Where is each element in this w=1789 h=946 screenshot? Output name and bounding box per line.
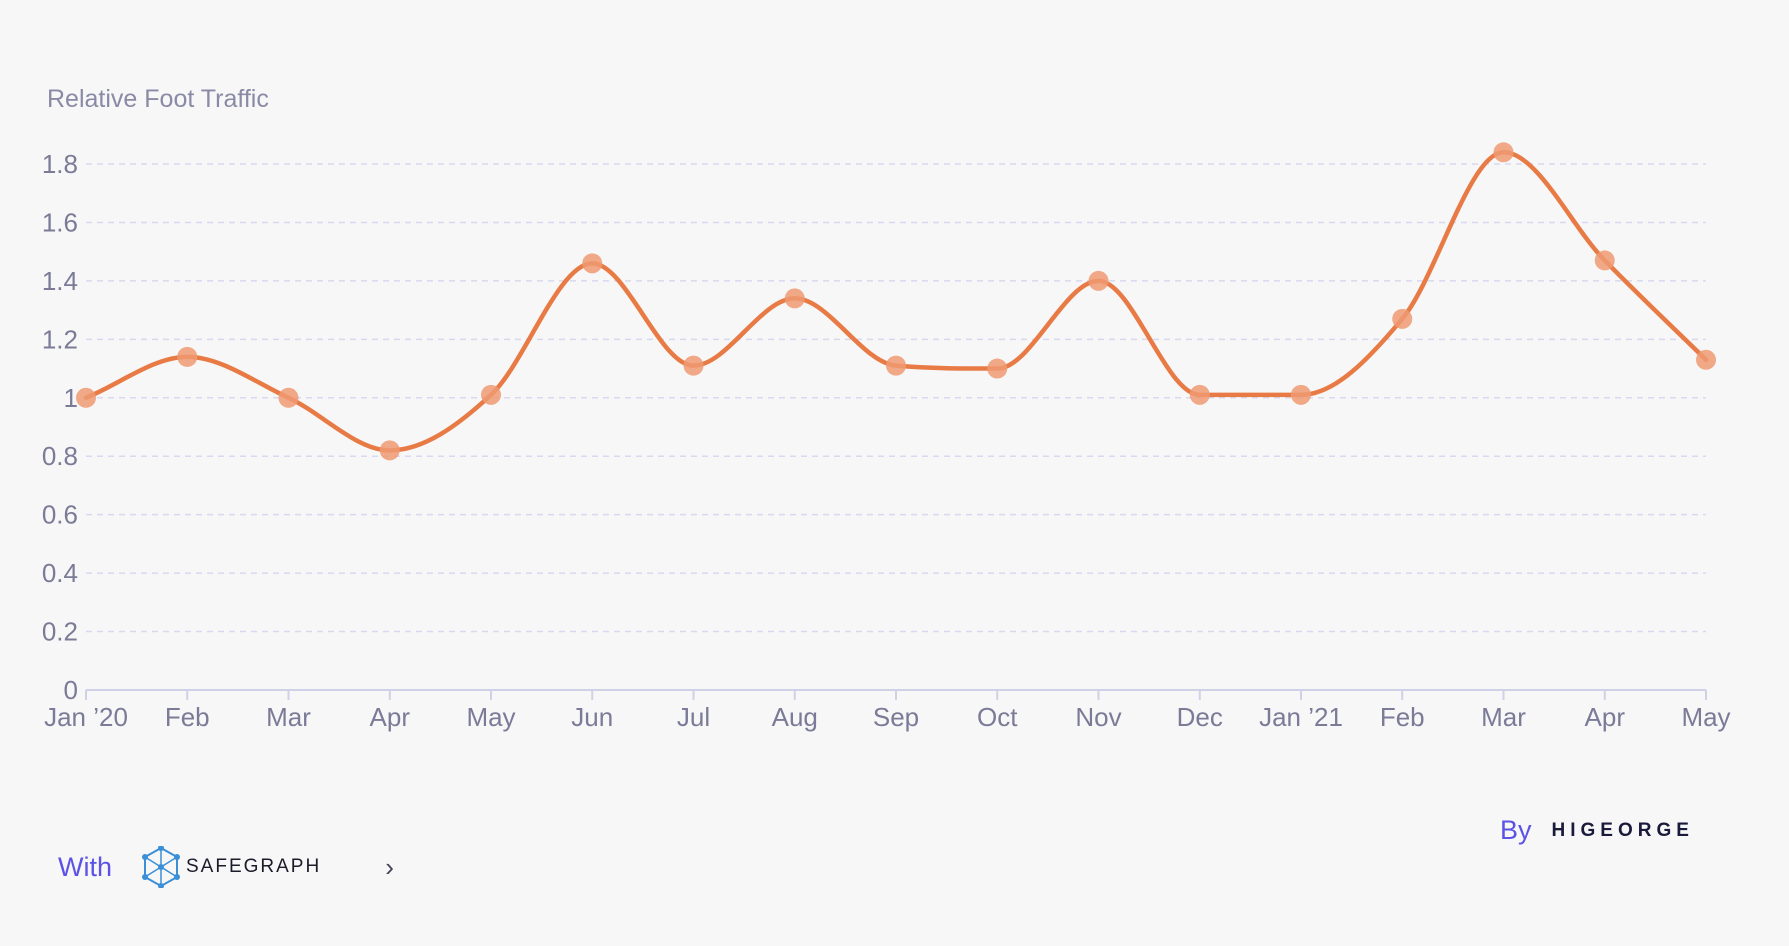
with-label: With [58, 851, 112, 882]
y-tick-label: 1.8 [42, 149, 78, 179]
data-point[interactable] [177, 346, 198, 367]
series-line [83, 150, 1709, 453]
x-tick-label: Mar [1481, 702, 1526, 732]
series-line-layer [83, 150, 1709, 453]
chevron-right-icon[interactable]: › [385, 851, 394, 882]
higeorge-logo[interactable]: HIGEORGE [1551, 819, 1694, 841]
y-tick-label: 1 [64, 383, 78, 413]
by-label: By [1500, 815, 1532, 845]
y-tick-label: 1.4 [42, 266, 78, 296]
data-point[interactable] [481, 384, 501, 405]
series-points [76, 142, 1716, 461]
y-tick-label: 1.6 [42, 207, 78, 237]
x-tick-label: May [466, 702, 515, 732]
x-tick-label: Jun [571, 702, 613, 732]
x-tick-label: May [1681, 702, 1730, 732]
y-tick-label: 0.6 [42, 500, 78, 530]
data-point[interactable] [1088, 270, 1109, 291]
data-point[interactable] [582, 253, 603, 274]
x-axis-ticks: Jan ’20 Feb Mar Apr May Jun Jul Aug Sep Oct Nov Dec… [44, 690, 1731, 732]
x-tick-label: Jul [677, 702, 710, 732]
x-tick-label: Oct [977, 702, 1018, 732]
data-point[interactable] [1291, 384, 1311, 405]
data-point[interactable] [784, 288, 805, 309]
x-tick-label: Apr [1585, 702, 1626, 732]
gridlines [86, 163, 1706, 633]
x-tick-label: Aug [772, 702, 818, 732]
y-tick-label: 0 [64, 675, 78, 705]
x-tick-label: Jan ’21 [1259, 702, 1343, 732]
higeorge-attribution[interactable]: By HIGEORGE [1500, 815, 1694, 846]
y-axis-ticks: 0 0.2 0.4 0.6 0.8 1 1.2 1.4 1.6 1.8 [42, 149, 78, 705]
data-point[interactable] [987, 358, 1008, 379]
safegraph-logo-text: SAFEGRAPH [186, 856, 322, 877]
data-point[interactable] [683, 355, 704, 376]
x-tick-label: Feb [165, 702, 210, 732]
data-point[interactable] [886, 355, 906, 376]
data-point[interactable] [1392, 308, 1413, 329]
safegraph-logo[interactable]: SAFEGRAPH [142, 846, 321, 888]
x-tick-label: Jan ’20 [44, 702, 128, 732]
x-tick-label: Mar [266, 702, 311, 732]
x-tick-label: Feb [1380, 702, 1425, 732]
data-point[interactable] [1493, 142, 1514, 163]
data-point[interactable] [76, 387, 96, 408]
x-tick-label: Apr [370, 702, 411, 732]
y-tick-label: 0.2 [42, 617, 78, 647]
data-point[interactable] [1189, 384, 1210, 405]
data-point[interactable] [1594, 250, 1615, 271]
data-point[interactable] [379, 440, 400, 461]
y-tick-label: 0.8 [42, 441, 78, 471]
x-tick-label: Nov [1075, 702, 1121, 732]
data-point[interactable] [1696, 349, 1716, 370]
x-tick-label: Dec [1177, 702, 1223, 732]
y-tick-label: 0.4 [42, 558, 78, 588]
y-tick-label: 1.2 [42, 324, 78, 354]
safegraph-network-icon [142, 846, 180, 888]
safegraph-attribution[interactable]: With SAFEGRAPH › [58, 846, 394, 888]
x-tick-label: Sep [873, 702, 919, 732]
data-point[interactable] [278, 387, 299, 408]
y-axis-title: Relative Foot Traffic [47, 85, 269, 113]
